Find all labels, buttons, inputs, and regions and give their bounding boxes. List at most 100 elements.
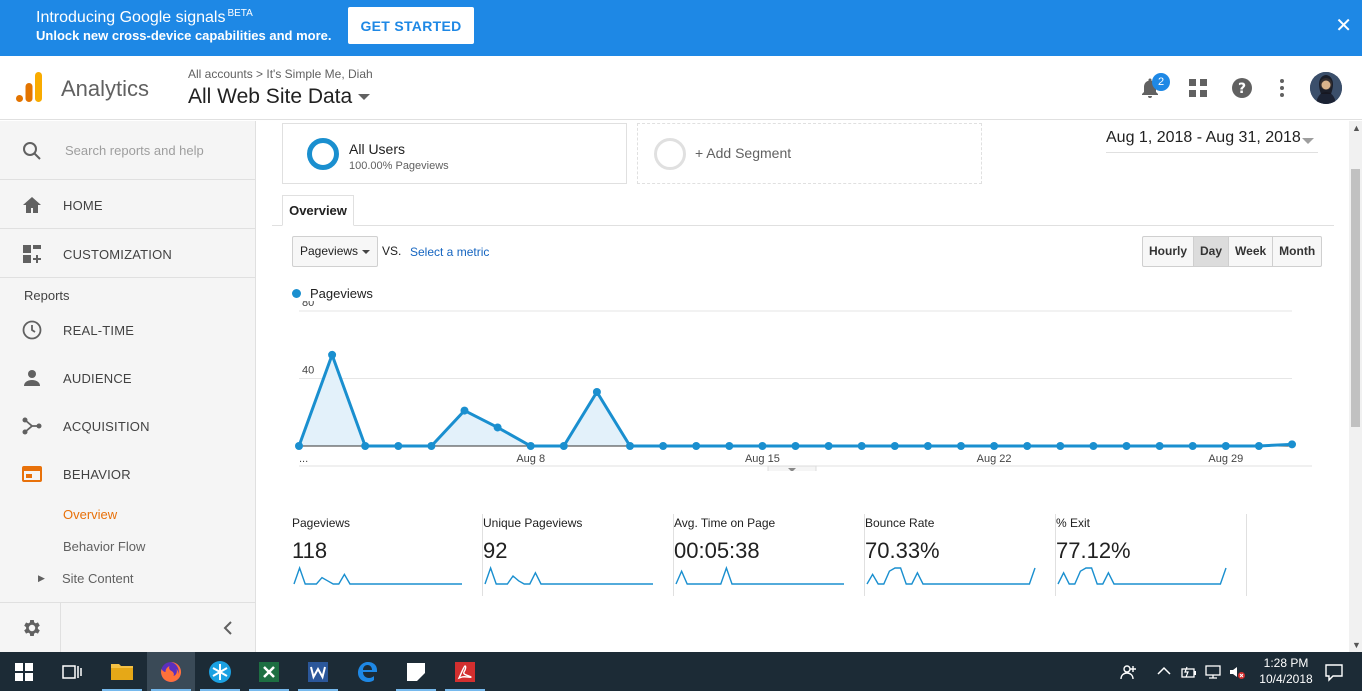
data-point[interactable] <box>1254 442 1263 450</box>
granularity-month-button[interactable]: Month <box>1279 244 1316 258</box>
data-point[interactable] <box>1056 442 1065 450</box>
data-point[interactable] <box>493 423 502 432</box>
gear-icon[interactable] <box>21 617 43 639</box>
network-icon[interactable] <box>1204 663 1222 681</box>
date-range-text: Aug 1, 2018 - Aug 31, 2018 <box>1106 129 1301 146</box>
data-point[interactable] <box>361 442 370 450</box>
data-point[interactable] <box>692 442 701 450</box>
granularity-day-button[interactable]: Day <box>1194 237 1230 266</box>
scroll-up-icon[interactable]: ▲ <box>1352 123 1361 133</box>
data-point[interactable] <box>890 442 899 450</box>
scorecard-label: Unique Pageviews <box>483 516 583 530</box>
taskbar-acrobat[interactable] <box>441 652 489 691</box>
property-selector[interactable]: All Web Site Data <box>188 85 371 109</box>
sidebar-item-audience[interactable]: AUDIENCE <box>0 354 255 402</box>
help-icon[interactable]: ? <box>1230 76 1254 100</box>
granularity-hourly-button[interactable]: Hourly <box>1143 237 1195 266</box>
battery-icon[interactable] <box>1180 663 1198 681</box>
sidebar-subitem-site-content[interactable]: ▶ Site Content <box>38 571 134 586</box>
pageviews-chart[interactable]: 40 80... Aug 8 Aug 15 Aug 22 Aug 29 <box>282 301 1322 471</box>
search-input[interactable]: Search reports and help <box>65 143 204 158</box>
scorecard-pageviews[interactable]: Pageviews 118 <box>292 514 483 596</box>
chevron-up-icon[interactable] <box>1157 666 1171 676</box>
taskbar-file-explorer[interactable] <box>98 652 146 691</box>
data-point[interactable] <box>758 442 767 450</box>
sidebar-item-acquisition[interactable]: ACQUISITION <box>0 402 255 450</box>
tab-overview[interactable]: Overview <box>282 195 354 226</box>
taskbar-edge[interactable] <box>343 652 391 691</box>
taskbar-sticky-notes[interactable] <box>392 652 440 691</box>
data-point[interactable] <box>328 350 337 359</box>
data-point[interactable] <box>990 442 999 450</box>
granularity-week-button[interactable]: Week <box>1229 237 1274 266</box>
add-segment-button[interactable]: + Add Segment <box>637 123 982 184</box>
data-point[interactable] <box>791 442 800 450</box>
data-point[interactable] <box>725 442 734 450</box>
data-point[interactable] <box>592 388 601 396</box>
date-range-picker[interactable]: Aug 1, 2018 - Aug 31, 2018 <box>1106 129 1318 153</box>
sidebar-item-customization[interactable]: CUSTOMIZATION <box>0 230 255 278</box>
people-icon[interactable] <box>1120 663 1138 681</box>
data-point[interactable] <box>857 442 866 450</box>
get-started-button[interactable]: GET STARTED <box>348 7 474 44</box>
taskbar-snipping-app[interactable] <box>196 652 244 691</box>
home-icon <box>23 197 41 213</box>
data-point[interactable] <box>559 442 568 450</box>
data-point[interactable] <box>1155 442 1164 450</box>
x-tick-label: Aug 29 <box>1208 453 1243 465</box>
sidebar-subitem-overview[interactable]: Overview <box>63 507 118 522</box>
sidebar-item-behavior[interactable]: BEHAVIOR <box>0 450 255 498</box>
data-point[interactable] <box>1089 442 1098 450</box>
data-point[interactable] <box>427 442 436 450</box>
sidebar-item-realtime[interactable]: REAL-TIME <box>0 306 255 354</box>
scroll-down-icon[interactable]: ▼ <box>1352 640 1361 650</box>
metric-dropdown[interactable]: Pageviews <box>292 236 378 267</box>
data-point[interactable] <box>1122 442 1131 450</box>
avatar[interactable] <box>1310 72 1342 104</box>
data-point[interactable] <box>1221 442 1230 450</box>
segment-title: All Users <box>349 141 406 157</box>
breadcrumb[interactable]: All accounts > It's Simple Me, Diah <box>188 67 373 81</box>
taskbar-firefox[interactable] <box>147 652 195 691</box>
data-point[interactable] <box>923 442 932 450</box>
volume-muted-icon[interactable] <box>1228 663 1246 681</box>
taskbar-word[interactable] <box>294 652 342 691</box>
data-point[interactable] <box>526 442 535 450</box>
svg-text:?: ? <box>1238 81 1246 97</box>
data-point[interactable] <box>295 442 303 450</box>
collapse-sidebar-icon[interactable] <box>222 621 234 635</box>
data-point[interactable] <box>1288 440 1296 449</box>
data-point[interactable] <box>460 406 469 415</box>
apps-grid-icon[interactable] <box>1186 76 1210 100</box>
scorecard-avg-time-on-page[interactable]: Avg. Time on Page 00:05:38 <box>674 514 865 596</box>
reports-section-label: Reports <box>24 288 70 303</box>
scorecard-unique-pageviews[interactable]: Unique Pageviews 92 <box>483 514 674 596</box>
banner-title: Introducing Google signals BETA <box>36 8 253 26</box>
more-vert-icon[interactable] <box>1270 76 1294 100</box>
analytics-logo-icon[interactable] <box>16 72 42 102</box>
select-metric-link[interactable]: Select a metric <box>410 245 490 259</box>
data-point[interactable] <box>1188 442 1197 450</box>
data-point[interactable] <box>626 442 634 450</box>
data-point[interactable] <box>824 442 833 450</box>
search-box[interactable]: Search reports and help <box>0 121 255 180</box>
taskbar-clock[interactable]: 1:28 PM 10/4/2018 <box>1256 655 1316 687</box>
scrollbar-thumb[interactable] <box>1351 169 1360 427</box>
main-scrollbar[interactable]: ▲ ▼ <box>1349 121 1362 652</box>
segment-all-users[interactable]: All Users 100.00% Pageviews <box>282 123 627 184</box>
windows-start-icon[interactable] <box>15 663 33 681</box>
close-banner-icon[interactable]: ✕ <box>1335 15 1352 37</box>
sidebar-item-label: BEHAVIOR <box>63 467 131 482</box>
scorecard-exit[interactable]: % Exit 77.12% <box>1056 514 1247 596</box>
data-point[interactable] <box>394 442 403 450</box>
taskbar-excel[interactable] <box>245 652 293 691</box>
scorecard-bounce-rate[interactable]: Bounce Rate 70.33% <box>865 514 1056 596</box>
task-view-icon[interactable] <box>62 663 82 681</box>
scorecard-value: 92 <box>483 538 508 563</box>
data-point[interactable] <box>659 442 668 450</box>
data-point[interactable] <box>1023 442 1032 450</box>
sidebar-subitem-behavior-flow[interactable]: Behavior Flow <box>63 539 146 554</box>
action-center-icon[interactable] <box>1324 662 1344 682</box>
data-point[interactable] <box>957 442 965 450</box>
sidebar-item-home[interactable]: HOME <box>0 181 255 229</box>
